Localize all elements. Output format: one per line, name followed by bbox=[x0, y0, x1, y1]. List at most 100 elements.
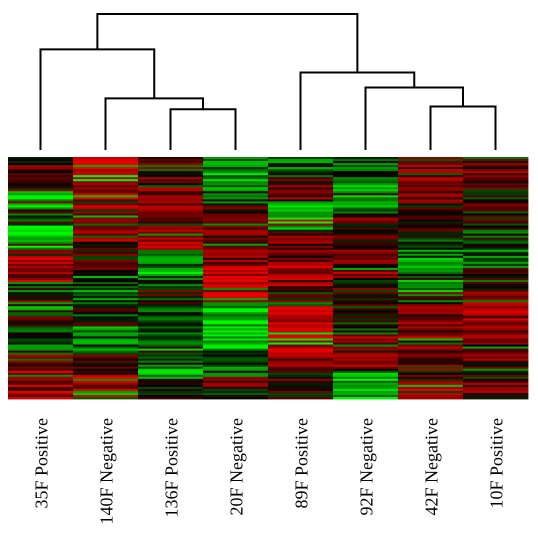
heatmap-cell bbox=[73, 312, 139, 315]
heatmap-cell bbox=[203, 221, 269, 224]
heatmap-cell bbox=[333, 356, 399, 360]
heatmap-cell bbox=[203, 386, 269, 390]
heatmap-cell bbox=[268, 320, 334, 323]
heatmap-cell bbox=[333, 396, 399, 400]
heatmap-cell bbox=[463, 304, 529, 307]
heatmap-cell bbox=[138, 225, 204, 228]
heatmap-cell bbox=[73, 378, 139, 382]
heatmap-cell bbox=[8, 201, 74, 204]
heatmap-cell bbox=[73, 374, 139, 378]
heatmap-cell bbox=[333, 308, 399, 311]
heatmap-cell bbox=[333, 368, 399, 372]
heatmap-cell bbox=[138, 237, 204, 241]
heatmap-cell bbox=[8, 213, 74, 216]
heatmap-cell bbox=[138, 310, 204, 313]
heatmap-cell bbox=[333, 298, 399, 301]
heatmap-cell bbox=[398, 173, 464, 176]
heatmap-cell bbox=[333, 280, 399, 283]
heatmap-cell bbox=[8, 332, 74, 335]
heatmap-cell bbox=[138, 340, 204, 343]
heatmap-cell bbox=[73, 209, 139, 212]
heatmap-cell bbox=[398, 290, 464, 293]
heatmap-cell bbox=[203, 302, 269, 305]
heatmap-cell bbox=[203, 207, 269, 210]
heatmap-cell bbox=[203, 161, 269, 164]
heatmap-cell bbox=[138, 217, 204, 220]
heatmap-cell bbox=[73, 322, 139, 325]
heatmap-cell bbox=[203, 175, 269, 178]
heatmap-cell bbox=[333, 278, 399, 281]
heatmap-cell bbox=[203, 163, 269, 166]
heatmap-cell bbox=[73, 356, 139, 360]
heatmap-cell bbox=[268, 292, 334, 295]
heatmap-cell bbox=[8, 388, 74, 392]
heatmap-cell bbox=[8, 173, 74, 176]
heatmap-cell bbox=[203, 239, 269, 243]
heatmap-cell bbox=[138, 275, 204, 279]
heatmap-cell bbox=[333, 342, 399, 345]
heatmap-cell bbox=[73, 165, 139, 168]
heatmap-cell bbox=[463, 332, 529, 335]
heatmap-cell bbox=[398, 259, 464, 263]
heatmap-cell bbox=[138, 390, 204, 394]
heatmap-cell bbox=[268, 330, 334, 333]
heatmap-cell bbox=[8, 322, 74, 325]
heatmap-cell bbox=[398, 263, 464, 267]
heatmap-cell bbox=[138, 207, 204, 210]
heatmap-cell bbox=[268, 251, 334, 255]
heatmap-cell bbox=[463, 193, 529, 196]
sample-label: 92F Negative bbox=[357, 418, 377, 515]
heatmap-cell bbox=[73, 284, 139, 287]
heatmap-cell bbox=[398, 320, 464, 323]
heatmap-cell bbox=[73, 213, 139, 216]
heatmap-cell bbox=[203, 185, 269, 188]
heatmap-cell bbox=[398, 205, 464, 208]
heatmap-cell bbox=[73, 334, 139, 337]
heatmap-cell bbox=[8, 342, 74, 345]
heatmap-cell bbox=[268, 271, 334, 275]
heatmap-cell bbox=[398, 362, 464, 366]
heatmap-cell bbox=[73, 278, 139, 281]
heatmap-cell bbox=[73, 161, 139, 164]
heatmap-cell bbox=[463, 346, 529, 349]
heatmap-cell bbox=[203, 259, 269, 263]
heatmap-cell bbox=[463, 366, 529, 370]
heatmap-cell bbox=[268, 237, 334, 241]
heatmap-cell bbox=[333, 181, 399, 184]
heatmap-cell bbox=[333, 199, 399, 202]
heatmap-cell bbox=[73, 195, 139, 198]
heatmap-cell bbox=[138, 324, 204, 327]
heatmap-cell bbox=[333, 165, 399, 168]
heatmap-cell bbox=[203, 179, 269, 182]
heatmap-cell bbox=[333, 255, 399, 259]
heatmap-cell bbox=[138, 247, 204, 251]
heatmap-cell bbox=[8, 261, 74, 265]
heatmap-cell bbox=[463, 157, 529, 160]
heatmap-cell bbox=[398, 358, 464, 362]
heatmap-cell bbox=[138, 362, 204, 366]
heatmap-cell bbox=[203, 294, 269, 297]
heatmap-cell bbox=[333, 294, 399, 297]
heatmap-cell bbox=[73, 167, 139, 170]
heatmap-cell bbox=[73, 175, 139, 178]
heatmap-cell bbox=[73, 223, 139, 226]
heatmap-cell bbox=[203, 280, 269, 283]
heatmap-cell bbox=[73, 332, 139, 335]
heatmap-cell bbox=[138, 286, 204, 289]
heatmap-cell bbox=[398, 191, 464, 194]
heatmap-cell bbox=[463, 257, 529, 261]
heatmap-cell bbox=[333, 362, 399, 366]
heatmap-cell bbox=[203, 388, 269, 392]
heatmap-cell bbox=[268, 382, 334, 386]
heatmap-cell bbox=[398, 332, 464, 335]
heatmap-cell bbox=[398, 201, 464, 204]
heatmap-cell bbox=[203, 205, 269, 208]
dendrogram-branch bbox=[104, 97, 204, 150]
heatmap-cell bbox=[73, 179, 139, 182]
heatmap-cell bbox=[398, 207, 464, 210]
heatmap-cell bbox=[268, 388, 334, 392]
heatmap-cell bbox=[333, 273, 399, 277]
heatmap-cell bbox=[203, 366, 269, 370]
heatmap-cell bbox=[268, 159, 334, 162]
heatmap-cell bbox=[333, 163, 399, 166]
